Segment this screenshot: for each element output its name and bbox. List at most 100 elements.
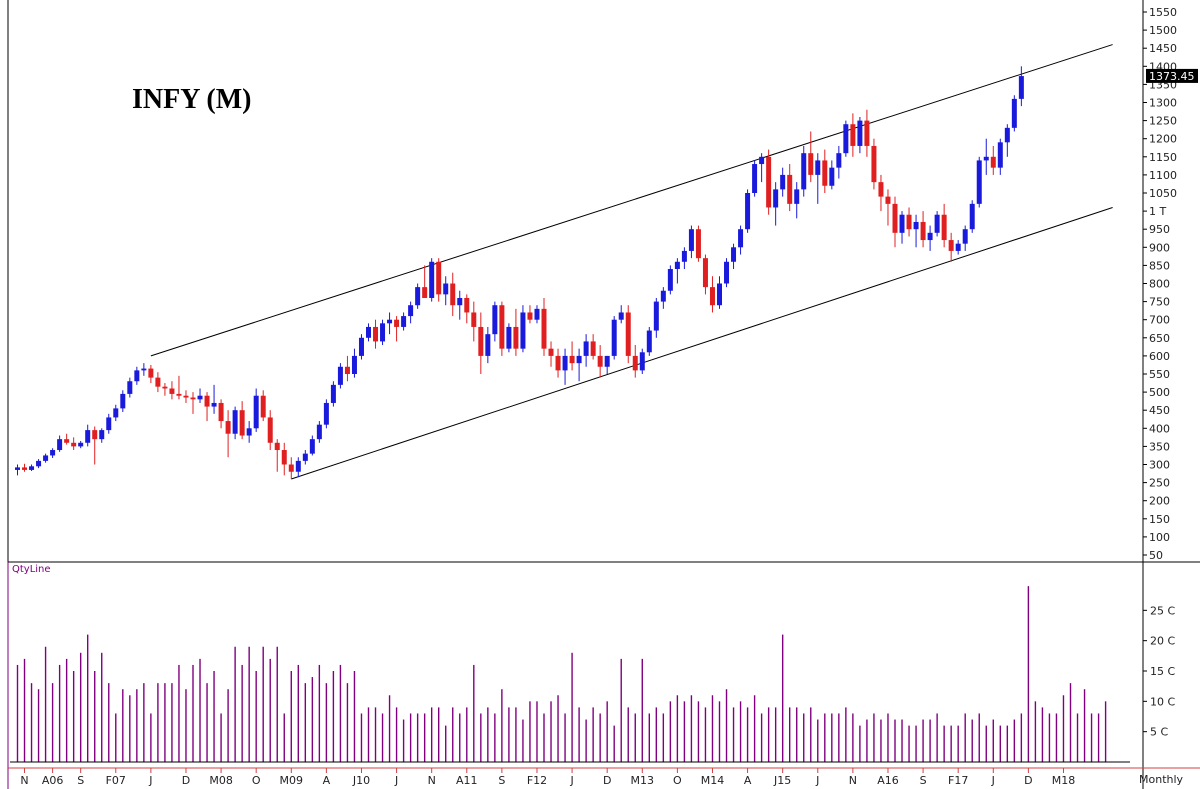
candle-body (190, 397, 196, 400)
candle (274, 439, 280, 472)
candle (15, 464, 20, 476)
x-axis: N A06 S F07 J D M08 O M09 A J10 J N A11 S F12 J D M13 O M14 A… (20, 768, 1075, 787)
candle-body (709, 287, 715, 306)
candle (506, 323, 512, 353)
candle (639, 348, 645, 374)
candle-body (373, 326, 379, 342)
candle-body (366, 326, 371, 338)
candle (239, 401, 245, 440)
x-tick-label: J (569, 774, 573, 787)
price-tick-label: 650 (1149, 332, 1170, 345)
candle-body (724, 261, 730, 284)
candle-body (660, 290, 666, 302)
candle (211, 384, 217, 414)
candle-body (569, 355, 575, 364)
candle-body (857, 120, 863, 146)
candle (906, 207, 912, 237)
candle-body (864, 120, 870, 146)
candle (674, 258, 680, 284)
candle (548, 341, 554, 367)
candle-body (843, 124, 849, 154)
candle-body (618, 312, 624, 320)
candle-body (639, 352, 645, 371)
candle (836, 145, 842, 179)
candle (934, 211, 940, 237)
x-tick-label: A16 (877, 774, 899, 787)
x-tick-label: J (991, 774, 995, 787)
volume-tick-label: 25 C (1150, 604, 1175, 617)
x-tick-label: A11 (456, 774, 478, 787)
candle-body (148, 368, 154, 378)
price-tick-label: 100 (1149, 531, 1170, 544)
x-tick-label: J (148, 774, 152, 787)
candle (513, 308, 519, 356)
candle-body (611, 319, 617, 356)
candle (983, 138, 989, 175)
candle (36, 459, 42, 469)
candle-body (316, 424, 322, 440)
candle-body (267, 417, 273, 443)
candle-body (541, 308, 547, 349)
candle (520, 305, 526, 353)
candle-body (78, 442, 84, 447)
candle (113, 404, 119, 422)
x-tick-label: M08 (209, 774, 233, 787)
candle-body (899, 214, 905, 233)
candle (709, 276, 715, 313)
price-tick-label: 950 (1149, 223, 1170, 236)
candle (780, 167, 786, 197)
candle-body (871, 145, 877, 183)
candle (316, 421, 322, 443)
candle (141, 363, 147, 376)
x-tick-label: M13 (631, 774, 655, 787)
candle-body (759, 156, 765, 165)
candle-body (380, 323, 386, 342)
candle (246, 421, 252, 443)
price-tick-label: 900 (1149, 241, 1170, 254)
candle-body (450, 283, 456, 306)
volume-series (10, 586, 1130, 763)
price-tick-label: 850 (1149, 259, 1170, 272)
price-tick-label: 1250 (1149, 115, 1177, 128)
candle (92, 426, 98, 465)
candle-body (211, 402, 217, 407)
candle (344, 355, 350, 382)
candle-body (983, 156, 989, 161)
price-tick-label: 1100 (1149, 169, 1177, 182)
price-axis: 50 100 150 200 250 300 350 400 450 500 550 600 650 70… (1143, 6, 1198, 562)
candle-body (934, 214, 940, 233)
candle (120, 390, 126, 413)
candle-body (422, 287, 428, 298)
candle (1004, 124, 1010, 157)
candle (358, 334, 364, 360)
candle (204, 392, 210, 422)
candle-body (204, 395, 210, 407)
candle-body (506, 326, 512, 349)
candle (562, 348, 568, 385)
candle (450, 272, 456, 317)
candle (625, 305, 631, 364)
candle (22, 463, 28, 472)
candle (913, 214, 919, 248)
candle-body (50, 450, 56, 456)
candle-body (71, 442, 77, 447)
candle-body (787, 174, 793, 204)
candle (1011, 95, 1017, 132)
candle-body (464, 297, 470, 313)
candle-body (829, 167, 835, 186)
candle (653, 297, 659, 338)
candle-body (141, 368, 147, 371)
candle (373, 319, 379, 349)
candle-body (36, 460, 42, 467)
candle (387, 312, 393, 335)
channel-line-upper (150, 44, 1113, 357)
price-tick-label: 500 (1149, 386, 1170, 399)
candle (499, 301, 505, 356)
price-tick-label: 350 (1149, 440, 1170, 453)
volume-tick-label: 15 C (1150, 665, 1175, 678)
candle-body (22, 467, 28, 470)
candle-body (113, 408, 119, 418)
candle (190, 392, 196, 414)
candle-body (281, 450, 287, 465)
